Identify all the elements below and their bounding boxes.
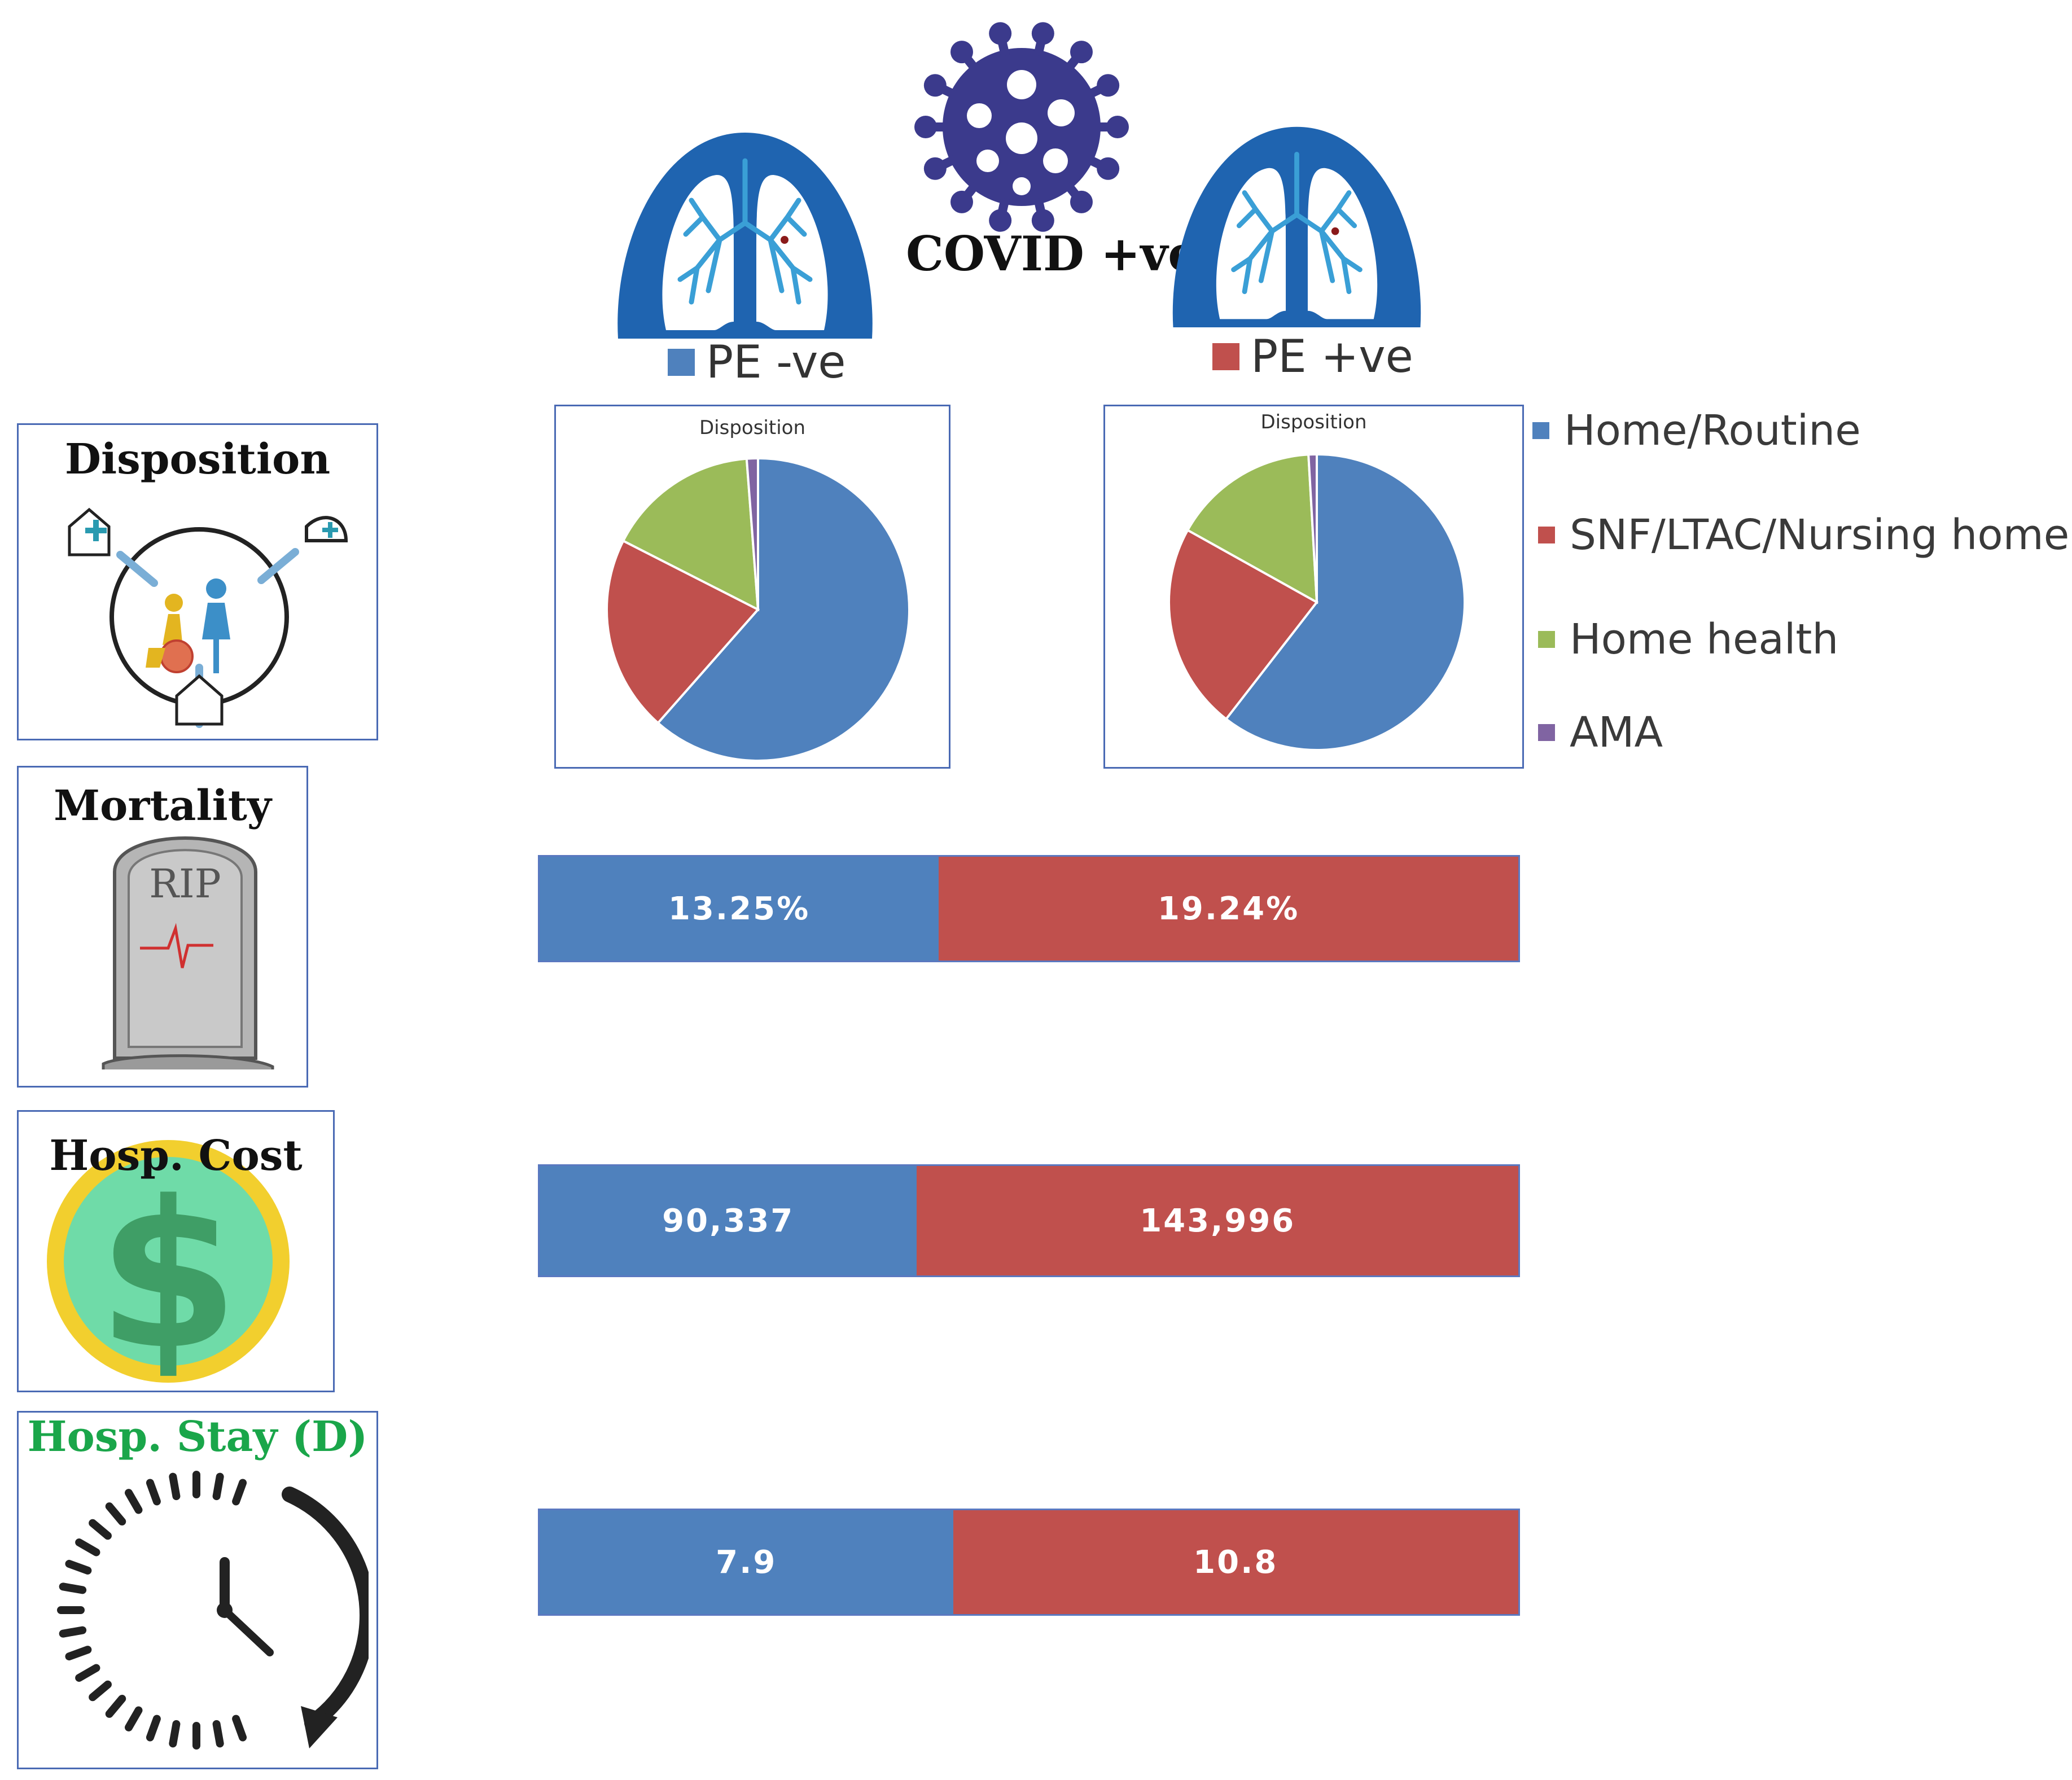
- cost-value-pe-positive: 143,996: [1140, 1202, 1296, 1239]
- legend-label: Home/Routine: [1564, 406, 1861, 455]
- clock-tick: [75, 1664, 100, 1682]
- virus-spike-tip: [1070, 41, 1093, 64]
- mortality-row-title: Mortality: [54, 782, 271, 830]
- legend-swatch: [1532, 422, 1549, 439]
- lungs-icon-pe-positive: [1172, 126, 1421, 327]
- clock-tick: [169, 1720, 181, 1748]
- group-label-pe-positive: PE +ve: [1212, 330, 1413, 383]
- cost-bar: 90,337 143,996: [538, 1164, 1520, 1277]
- virus-icon: [914, 22, 1129, 232]
- virus-spike-tip: [950, 41, 974, 64]
- pie-chart-box-pe-positive: Disposition: [1103, 405, 1524, 769]
- virus-spike-tip: [1031, 209, 1054, 232]
- pie-slice-home-health: [621, 457, 760, 612]
- virus-spike-tip: [1097, 74, 1120, 97]
- mortality-value-pe-positive: 19.24%: [1157, 890, 1300, 927]
- cost-bar-pe-positive: 143,996: [917, 1166, 1518, 1275]
- legend-item-ama: AMA: [1538, 708, 1663, 757]
- virus-spike-tip: [1106, 116, 1129, 138]
- clock-tick: [232, 1715, 247, 1742]
- clock-tick: [169, 1472, 181, 1501]
- mortality-bar-pe-negative: 13.25%: [540, 857, 939, 961]
- clock-tick: [75, 1538, 100, 1557]
- stay-bar-pe-positive: 10.8: [953, 1510, 1518, 1614]
- legend-swatch: [1538, 631, 1555, 648]
- group-b-text: PE +ve: [1251, 330, 1413, 383]
- clock-tick: [59, 1582, 87, 1594]
- clock-tick: [212, 1720, 224, 1748]
- pie-slice-snf-ltac-nursing-home: [606, 539, 760, 725]
- group-label-pe-negative: PE -ve: [668, 336, 846, 388]
- pie-title-pe-negative: Disposition: [699, 416, 805, 439]
- clock-tick: [105, 1502, 126, 1525]
- group-b-swatch: [1212, 343, 1239, 370]
- pie-title-pe-positive: Disposition: [1260, 411, 1367, 433]
- virus-spike-tip: [923, 74, 947, 97]
- clock-tick: [146, 1715, 161, 1742]
- mortality-value-pe-negative: 13.25%: [668, 890, 811, 927]
- dollar-coin-icon: $: [47, 1140, 290, 1386]
- stay-value-pe-negative: 7.9: [716, 1544, 777, 1581]
- legend-swatch: [1538, 527, 1555, 543]
- virus-spike-tip: [914, 116, 937, 138]
- disposition-icon-box: Disposition: [17, 423, 378, 740]
- clock-tick: [146, 1479, 161, 1506]
- clock-tick: [89, 1680, 112, 1702]
- svg-text:$: $: [98, 1158, 239, 1386]
- stay-icon-box: Hosp. Stay (D): [17, 1411, 378, 1769]
- virus-spike-tip: [1031, 22, 1054, 45]
- pie-chart-pe-negative: [606, 457, 910, 762]
- cost-bar-pe-negative: 90,337: [540, 1166, 917, 1275]
- pie-slice-snf-ltac-nursing-home: [1168, 528, 1319, 721]
- tombstone-icon: RIP: [102, 836, 274, 1069]
- clock-tick: [59, 1626, 87, 1638]
- virus-spike-tip: [1070, 190, 1093, 213]
- group-a-text: PE -ve: [706, 336, 846, 388]
- legend-item-snf-ltac-nursing-home: SNF/LTAC/Nursing home: [1538, 511, 2069, 559]
- clock-tick: [212, 1472, 224, 1501]
- stay-bar-pe-negative: 7.9: [540, 1510, 953, 1614]
- legend-label: SNF/LTAC/Nursing home: [1570, 511, 2070, 559]
- stay-bar: 7.9 10.8: [538, 1509, 1520, 1616]
- cost-value-pe-negative: 90,337: [662, 1202, 795, 1239]
- clock-icon: [57, 1471, 369, 1750]
- virus-spike-tip: [923, 157, 947, 180]
- clock-tick: [89, 1519, 112, 1540]
- clock-tick: [65, 1646, 92, 1661]
- stay-row-title: Hosp. Stay (D): [27, 1413, 368, 1461]
- mortality-bar: 13.25% 19.24%: [538, 855, 1520, 962]
- mortality-bar-pe-positive: 19.24%: [939, 857, 1518, 961]
- group-a-swatch: [668, 348, 695, 376]
- cost-row-title: Hosp. Cost: [49, 1132, 303, 1180]
- virus-spike-tip: [1097, 157, 1120, 180]
- clock-tick: [125, 1706, 143, 1731]
- virus-spike-tip: [989, 22, 1012, 45]
- legend-label: AMA: [1570, 708, 1663, 757]
- clock-tick: [105, 1695, 126, 1718]
- pie-slice-ama: [1307, 453, 1318, 603]
- legend-swatch: [1538, 724, 1555, 741]
- disposition-icon: [68, 507, 348, 728]
- mortality-icon-box: RIP Mortality: [17, 766, 308, 1088]
- clock-tick: [125, 1489, 143, 1514]
- rip-text: RIP: [149, 861, 221, 907]
- virus-spike-tip: [950, 190, 974, 213]
- disposition-row-title: Disposition: [64, 435, 331, 484]
- covid-label: COVID +ve: [906, 226, 1198, 282]
- pie-slice-home-routine: [656, 457, 910, 762]
- lungs-icon-pe-negative: [617, 133, 873, 339]
- virus-spike-tip: [989, 209, 1012, 232]
- pie-slice-home-health: [1186, 453, 1318, 604]
- clock-tick: [232, 1479, 247, 1506]
- clock-tick: [65, 1559, 92, 1575]
- legend-label: Home health: [1570, 615, 1839, 664]
- cost-icon-box: $ Hosp. Cost: [17, 1110, 335, 1392]
- pie-slice-home-routine: [1224, 453, 1466, 751]
- legend-item-home-health: Home health: [1538, 615, 1838, 664]
- legend-item-home-routine: Home/Routine: [1532, 406, 1861, 455]
- pie-slice-ama: [745, 457, 759, 610]
- stay-value-pe-positive: 10.8: [1193, 1544, 1278, 1581]
- pie-chart-box-pe-negative: Disposition: [554, 405, 950, 769]
- pie-chart-pe-positive: [1168, 453, 1466, 751]
